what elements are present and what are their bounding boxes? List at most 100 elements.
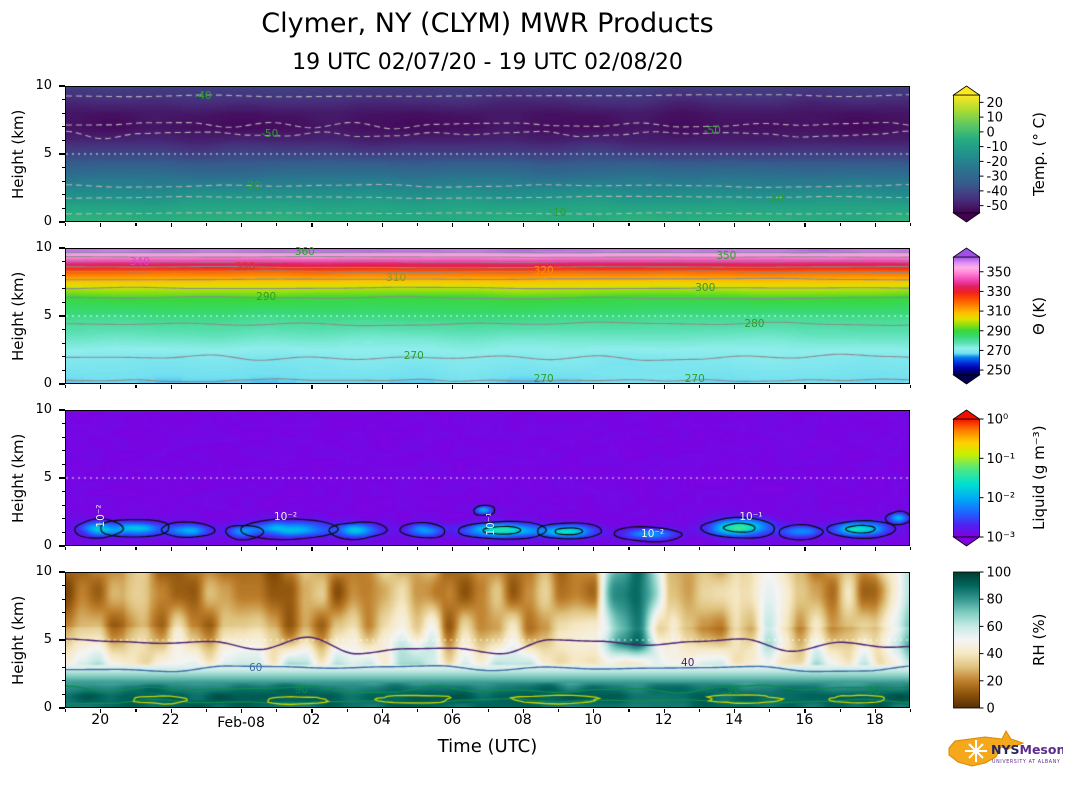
x-minor-tick-mark xyxy=(769,709,771,712)
x-tick-mark xyxy=(874,547,876,552)
x-tick-mark xyxy=(170,547,172,552)
y-tick-label: 10 xyxy=(35,564,52,579)
x-tick-mark xyxy=(733,547,736,552)
x-minor-tick-mark xyxy=(276,223,278,226)
x-minor-tick-mark xyxy=(417,223,419,226)
colorbar-tick-label: -30 xyxy=(987,170,1008,185)
x-tick-mark xyxy=(874,223,876,228)
y-minor-tick-mark xyxy=(61,329,65,331)
x-minor-tick-mark xyxy=(628,709,630,712)
x-minor-tick-mark xyxy=(346,385,348,388)
y-minor-tick-mark xyxy=(61,288,65,290)
x-minor-tick-mark xyxy=(628,547,630,550)
colorbar-tick-label: 20 xyxy=(987,674,1004,689)
x-tick-mark xyxy=(452,709,454,714)
x-tick-mark xyxy=(733,709,736,714)
y-minor-tick-mark xyxy=(61,531,65,533)
y-tick-mark xyxy=(59,85,65,87)
x-tick-label: 04 xyxy=(372,712,391,728)
colorbar-tick-label: 10 xyxy=(987,111,1004,126)
y-minor-tick-mark xyxy=(61,301,65,303)
x-tick-mark xyxy=(311,223,313,228)
x-tick-mark xyxy=(100,709,102,714)
x-tick-mark xyxy=(663,709,665,714)
x-tick-mark xyxy=(381,223,384,228)
y-minor-tick-mark xyxy=(61,518,65,520)
x-tick-mark xyxy=(452,385,454,390)
y-tick-mark xyxy=(59,315,65,317)
y-tick-mark xyxy=(59,153,65,155)
x-tick-mark xyxy=(452,547,454,552)
x-minor-tick-mark xyxy=(346,223,348,226)
colorbar-tick-label: 100 xyxy=(987,566,1012,581)
colorbar-tick-label: 10⁰ xyxy=(987,413,1009,428)
colorbar-label-theta: Θ (K) xyxy=(1030,296,1048,336)
x-minor-tick-mark xyxy=(487,547,489,550)
x-minor-tick-mark xyxy=(769,547,771,550)
colorbar-tick-label: 290 xyxy=(987,324,1012,339)
x-minor-tick-mark xyxy=(557,547,560,550)
heatmap-canvas-temperature xyxy=(66,87,909,221)
y-minor-tick-mark xyxy=(61,99,65,101)
y-tick-mark xyxy=(59,221,65,223)
colorbar-extend-arrow xyxy=(952,247,981,258)
y-minor-tick-mark xyxy=(61,180,65,182)
x-tick-mark xyxy=(100,385,102,390)
colorbar-tick-label: 270 xyxy=(987,344,1012,359)
colorbar-tick-label: -40 xyxy=(987,184,1008,199)
y-minor-tick-mark xyxy=(61,356,65,358)
x-tick-mark xyxy=(170,709,172,714)
x-tick-mark xyxy=(593,709,595,714)
y-minor-tick-mark xyxy=(61,207,65,209)
y-tick-mark xyxy=(59,383,65,385)
colorbar-extend-arrow xyxy=(952,536,981,547)
x-tick-mark xyxy=(241,547,243,552)
y-axis-label: Height (km) xyxy=(9,109,27,199)
y-tick-label: 5 xyxy=(43,308,52,323)
x-minor-tick-mark xyxy=(628,223,630,226)
panel-theta: Height (km) 0 5 10 340 330 360 310 290 320 350 30… xyxy=(0,240,1066,391)
colorbar-tick-label: 40 xyxy=(987,647,1004,662)
colorbar-extend-arrow xyxy=(952,212,981,223)
colorbar-extend-arrow xyxy=(952,409,981,420)
x-minor-tick-mark xyxy=(910,223,912,226)
ny-state-shape xyxy=(948,729,1025,767)
x-tick-mark xyxy=(593,223,595,228)
y-minor-tick-mark xyxy=(61,194,65,196)
y-minor-tick-mark xyxy=(61,112,65,114)
y-minor-tick-mark xyxy=(61,423,65,425)
x-tick-label: 22 xyxy=(161,712,180,728)
y-tick-label: 10 xyxy=(35,78,52,93)
y-minor-tick-mark xyxy=(61,261,65,263)
x-minor-tick-mark xyxy=(205,223,208,226)
x-tick-mark xyxy=(522,709,524,714)
x-minor-tick-mark xyxy=(698,547,700,550)
colorbar-label-rh: RH (%) xyxy=(1030,613,1048,667)
y-axis-ticks: 0 5 10 xyxy=(28,240,54,391)
y-tick-label: 5 xyxy=(43,632,52,647)
x-tick-mark xyxy=(241,709,243,714)
colorbar-tick-label: 10⁻³ xyxy=(987,531,1016,546)
x-tick-mark xyxy=(170,385,172,390)
y-minor-tick-mark xyxy=(61,491,65,493)
x-tick-mark xyxy=(663,223,665,228)
colorbar-tick-label: 0 xyxy=(987,125,995,140)
x-tick-label: 16 xyxy=(795,712,814,728)
colorbar-tick-label: 310 xyxy=(987,305,1012,320)
figure-subtitle: 19 UTC 02/07/20 - 19 UTC 02/08/20 xyxy=(292,50,683,75)
colorbar-theta: 350 330 310 290 270 250 xyxy=(952,247,1012,385)
panel-liquid: Height (km) 0 5 10 10⁻² 10⁻² 10⁻¹ 10⁻² 10⁻¹ 10… xyxy=(0,402,1066,553)
x-axis-labels: 20 22 Feb-08 02 04 06 08 10 12 14 16 18 xyxy=(65,712,910,738)
x-minor-tick-mark xyxy=(276,385,278,388)
y-tick-label: 0 xyxy=(43,376,52,391)
y-tick-mark xyxy=(59,477,65,479)
x-tick-label: 06 xyxy=(443,712,462,728)
y-minor-tick-mark xyxy=(61,653,65,655)
heatmap-canvas-rh xyxy=(66,573,909,707)
x-tick-mark xyxy=(804,223,806,228)
y-minor-tick-mark xyxy=(61,463,65,465)
x-tick-mark xyxy=(311,709,313,714)
colorbar-gradient xyxy=(953,571,980,709)
